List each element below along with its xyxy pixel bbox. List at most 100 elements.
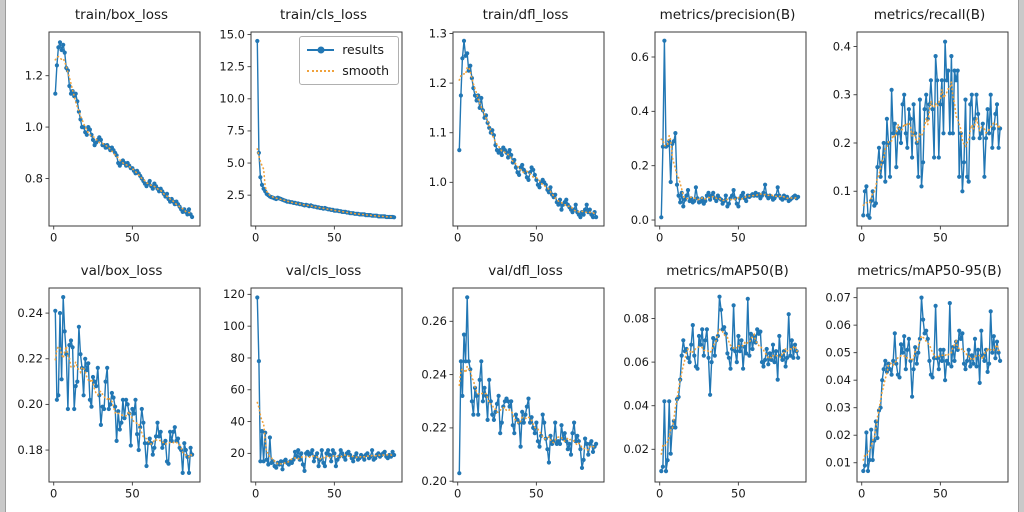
subplot-canvas-val-dfl-loss: 0.20 0.22 0.24 0.26 0 50 <box>421 287 605 501</box>
svg-text:0: 0 <box>656 487 663 501</box>
svg-text:50: 50 <box>731 487 746 501</box>
subplot-title: metrics/mAP50-95(B) <box>857 263 1002 279</box>
subplot-row-val: val/box_loss 0.18 0.20 0.22 0.24 0 50 val/cls… <box>8 256 1014 512</box>
subplot-train-dfl-loss: train/dfl_loss 1.0 1.1 1.2 1.3 0 50 <box>412 0 610 256</box>
svg-text:1.2: 1.2 <box>25 68 43 82</box>
svg-text:1.0: 1.0 <box>429 175 447 189</box>
subplot-title: metrics/recall(B) <box>873 7 986 23</box>
subplot-canvas-val-box-loss: 0.18 0.20 0.22 0.24 0 50 <box>17 287 201 501</box>
svg-text:0.24: 0.24 <box>17 306 43 320</box>
svg-text:50: 50 <box>933 231 948 245</box>
svg-text:100: 100 <box>223 319 245 333</box>
svg-text:0.18: 0.18 <box>17 443 43 457</box>
svg-text:50: 50 <box>529 487 544 501</box>
subplot-title: metrics/mAP50(B) <box>666 263 789 279</box>
svg-text:0.07: 0.07 <box>825 290 851 304</box>
svg-text:50: 50 <box>327 487 342 501</box>
svg-text:0.06: 0.06 <box>623 355 649 369</box>
subplot-canvas-train-cls-loss: 2.5 5.0 7.5 10.0 12.5 15.0 0 50 <box>219 27 403 245</box>
svg-text:40: 40 <box>230 414 245 428</box>
screenshot-edge-left <box>0 0 6 512</box>
smooth-line-sample <box>307 69 335 72</box>
svg-text:0: 0 <box>252 231 259 245</box>
svg-text:0.22: 0.22 <box>421 421 447 435</box>
subplot-canvas-val-cls-loss: 20 40 60 80 100 120 0 50 <box>223 287 403 501</box>
subplot-precision: metrics/precision(B) 0.0 0.2 0.4 0.6 0 50 <box>614 0 812 256</box>
svg-text:0.22: 0.22 <box>17 352 43 366</box>
svg-text:1.3: 1.3 <box>429 26 447 40</box>
svg-text:0.0: 0.0 <box>631 213 649 227</box>
svg-text:10.0: 10.0 <box>219 92 245 106</box>
results-marker-icon <box>317 46 325 53</box>
svg-text:0.08: 0.08 <box>623 311 649 325</box>
svg-text:50: 50 <box>125 231 140 245</box>
svg-text:0.03: 0.03 <box>825 401 851 415</box>
svg-text:1.1: 1.1 <box>429 126 447 140</box>
svg-text:50: 50 <box>529 231 544 245</box>
svg-text:120: 120 <box>223 287 245 301</box>
svg-text:0: 0 <box>454 231 461 245</box>
subplot-canvas-train-dfl-loss: 1.0 1.1 1.2 1.3 0 50 <box>429 26 605 245</box>
svg-text:60: 60 <box>230 383 245 397</box>
svg-text:5.0: 5.0 <box>227 156 245 170</box>
svg-text:0.20: 0.20 <box>17 397 43 411</box>
svg-text:0.6: 0.6 <box>631 50 649 64</box>
subplot-map50-95: metrics/mAP50-95(B) 0.01 0.02 0.03 0.04 0.05… <box>816 256 1014 512</box>
svg-text:50: 50 <box>933 487 948 501</box>
subplot-grid: train/box_loss 0.8 1.0 1.2 0 50 train/cls_lo… <box>8 0 1014 512</box>
svg-text:20: 20 <box>230 446 245 460</box>
svg-text:0.4: 0.4 <box>833 39 851 53</box>
svg-text:0.24: 0.24 <box>421 367 447 381</box>
subplot-title: val/dfl_loss <box>488 263 563 279</box>
svg-text:0: 0 <box>50 231 57 245</box>
subplot-recall: metrics/recall(B) 0.1 0.2 0.3 0.4 0 50 <box>816 0 1014 256</box>
svg-text:0: 0 <box>252 487 259 501</box>
legend-entry-results: results <box>307 39 389 60</box>
legend-smooth-label: smooth <box>342 63 389 78</box>
svg-text:0.02: 0.02 <box>623 442 649 456</box>
subplot-train-cls-loss: train/cls_loss 2.5 5.0 7.5 10.0 12.5 15.0 0 50 … <box>210 0 408 256</box>
svg-text:50: 50 <box>125 487 140 501</box>
legend-results-label: results <box>342 42 385 57</box>
svg-text:0.05: 0.05 <box>825 345 851 359</box>
svg-text:0: 0 <box>50 487 57 501</box>
subplot-canvas-train-box-loss: 0.8 1.0 1.2 0 50 <box>25 31 201 245</box>
svg-text:7.5: 7.5 <box>227 124 245 138</box>
svg-text:0: 0 <box>454 487 461 501</box>
subplot-title: val/box_loss <box>80 263 163 279</box>
results-line-sample <box>307 46 335 53</box>
svg-text:0.2: 0.2 <box>833 136 851 150</box>
subplot-canvas-recall: 0.1 0.2 0.3 0.4 0 50 <box>833 31 1009 245</box>
svg-text:0.3: 0.3 <box>833 88 851 102</box>
subplot-title: train/cls_loss <box>279 7 367 23</box>
subplot-row-train: train/box_loss 0.8 1.0 1.2 0 50 train/cls_lo… <box>8 0 1014 256</box>
svg-text:2.5: 2.5 <box>227 188 245 202</box>
subplot-val-dfl-loss: val/dfl_loss 0.20 0.22 0.24 0.26 0 50 <box>412 256 610 512</box>
screenshot-edge-right <box>1018 0 1024 512</box>
svg-text:12.5: 12.5 <box>219 59 245 73</box>
svg-text:0.2: 0.2 <box>631 158 649 172</box>
subplot-title: train/dfl_loss <box>482 7 569 23</box>
svg-text:0.20: 0.20 <box>421 474 447 488</box>
svg-text:0.06: 0.06 <box>825 318 851 332</box>
svg-text:0.4: 0.4 <box>631 104 649 118</box>
svg-text:0.1: 0.1 <box>833 184 851 198</box>
svg-text:0.26: 0.26 <box>421 314 447 328</box>
subplot-train-box-loss: train/box_loss 0.8 1.0 1.2 0 50 <box>8 0 206 256</box>
subplot-map50: metrics/mAP50(B) 0.02 0.04 0.06 0.08 0 50 <box>614 256 812 512</box>
svg-text:80: 80 <box>230 351 245 365</box>
legend: results smooth <box>299 36 399 85</box>
svg-text:0.04: 0.04 <box>825 373 851 387</box>
svg-text:50: 50 <box>731 231 746 245</box>
subplot-title: metrics/precision(B) <box>659 7 796 23</box>
svg-text:0.01: 0.01 <box>825 456 851 470</box>
svg-text:1.2: 1.2 <box>429 76 447 90</box>
legend-entry-smooth: smooth <box>307 60 389 81</box>
subplot-canvas-map50: 0.02 0.04 0.06 0.08 0 50 <box>623 287 807 501</box>
subplot-val-box-loss: val/box_loss 0.18 0.20 0.22 0.24 0 50 <box>8 256 206 512</box>
subplot-title: val/cls_loss <box>285 263 362 279</box>
svg-text:15.0: 15.0 <box>219 27 245 41</box>
svg-text:0: 0 <box>656 231 663 245</box>
svg-text:0: 0 <box>858 231 865 245</box>
